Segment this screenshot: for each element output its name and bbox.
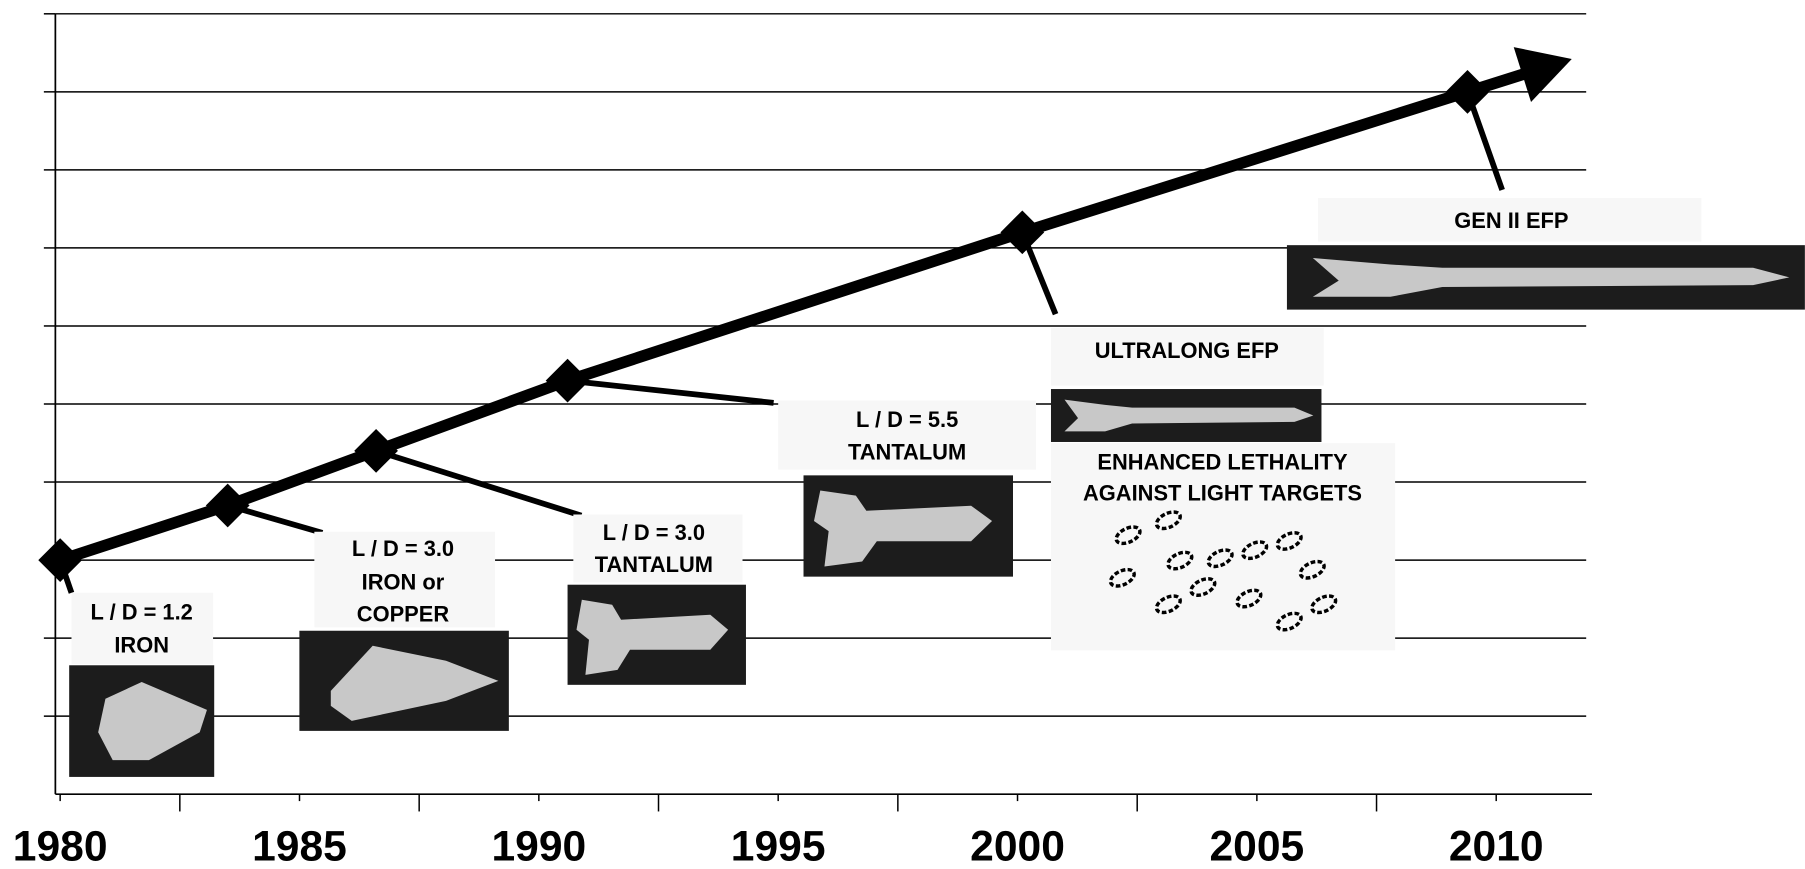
annotation-text: GEN II EFP xyxy=(1454,208,1568,233)
x-tick-label: 1980 xyxy=(13,823,108,869)
point-marker xyxy=(546,359,590,403)
annotation-text: IRON xyxy=(114,633,169,658)
annotation-text: ENHANCED LETHALITY xyxy=(1097,450,1348,475)
page: {"chart_data": {"type": "line", "x": [19… xyxy=(0,0,1805,869)
chart: 1980 1985 1990 1995 2000 2005 2010 L / D = 1.2 I… xyxy=(0,0,1805,869)
x-tick-label: 2000 xyxy=(970,823,1065,869)
annotation-text: IRON or xyxy=(362,569,445,594)
x-tick-label: 1995 xyxy=(731,823,826,869)
arrow-head xyxy=(1514,47,1572,102)
point-marker xyxy=(38,538,82,582)
annotations: L / D = 1.2 IRON L / D = 3.0 IRON or COPPER L… xyxy=(60,92,1805,777)
annotation-text: L / D = 5.5 xyxy=(856,407,958,432)
annotation-text: L / D = 3.0 xyxy=(352,536,454,561)
annotation-text: AGAINST LIGHT TARGETS xyxy=(1083,481,1362,506)
annotation-text: COPPER xyxy=(357,602,450,627)
x-tick-label: 2005 xyxy=(1209,823,1304,869)
pointer xyxy=(568,381,774,403)
point-marker xyxy=(354,429,398,473)
x-tick-label: 2010 xyxy=(1449,823,1544,869)
annotation-text: L / D = 3.0 xyxy=(603,520,705,545)
annotation-text: L / D = 1.2 xyxy=(91,599,193,624)
point-marker xyxy=(206,484,250,528)
x-tick-label: 1985 xyxy=(252,823,347,869)
point-marker xyxy=(1446,70,1490,114)
annotation-text: ULTRALONG EFP xyxy=(1095,338,1279,363)
annotation-text: TANTALUM xyxy=(848,439,966,464)
x-tick-label: 1990 xyxy=(491,823,586,869)
pointer xyxy=(376,451,581,516)
annotation-text: TANTALUM xyxy=(595,552,713,577)
